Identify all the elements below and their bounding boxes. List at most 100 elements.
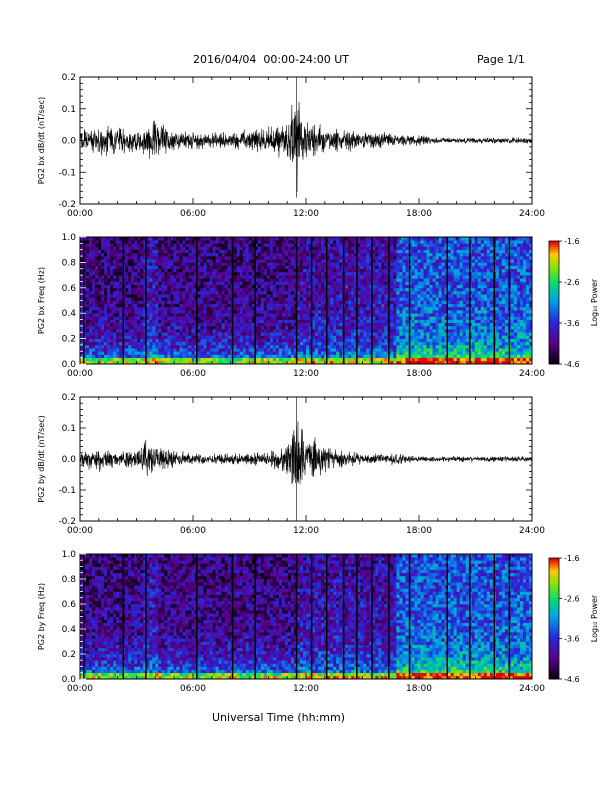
heatmap-cell: [182, 240, 186, 244]
heatmap-cell: [113, 360, 117, 365]
heatmap-cell: [414, 360, 418, 365]
heatmap-cell: [396, 341, 400, 346]
heatmap-cell: [363, 290, 367, 295]
heatmap-cell: [411, 325, 415, 330]
heatmap-cell: [432, 344, 436, 349]
heatmap-cell: [239, 310, 244, 314]
heatmap-cell: [312, 287, 316, 292]
heatmap-cell: [128, 306, 132, 311]
heatmap-cell: [272, 354, 277, 358]
heatmap-cell: [215, 246, 219, 250]
heatmap-cell: [260, 287, 265, 292]
heatmap-cell: [173, 237, 177, 241]
heatmap-cell: [438, 237, 442, 241]
heatmap-cell: [242, 284, 247, 289]
heatmap-cell: [327, 297, 331, 301]
heatmap-cell: [179, 256, 183, 260]
heatmap-cell: [354, 265, 358, 270]
heatmap-cell: [438, 281, 442, 285]
heatmap-cell: [182, 262, 186, 266]
heatmap-cell: [203, 259, 207, 263]
heatmap-cell: [293, 325, 298, 330]
heatmap-cell: [402, 300, 406, 304]
heatmap-cell: [378, 243, 382, 247]
heatmap-cell: [104, 256, 108, 260]
heatmap-cell: [86, 357, 90, 362]
heatmap-cell: [306, 284, 310, 289]
heatmap-cell: [429, 297, 433, 301]
heatmap-cell: [137, 287, 141, 292]
heatmap-cell: [248, 306, 253, 311]
heatmap-cell: [110, 316, 114, 320]
heatmap-cell: [306, 338, 310, 343]
heatmap-cell: [281, 268, 286, 273]
heatmap-cell: [155, 259, 159, 263]
heatmap-cell: [227, 357, 231, 362]
heatmap-cell: [83, 338, 87, 343]
heatmap-cell: [284, 256, 289, 260]
heatmap-cell: [411, 246, 415, 250]
heatmap-cell: [86, 344, 90, 349]
heatmap-cell: [269, 351, 274, 355]
heatmap-cell: [242, 316, 247, 320]
heatmap-cell: [299, 265, 304, 270]
heatmap-cell: [402, 348, 406, 352]
heatmap-cell: [441, 344, 445, 349]
heatmap-cell: [212, 300, 216, 304]
heatmap-cell: [254, 325, 259, 330]
heatmap-cell: [390, 256, 394, 260]
heatmap-cell: [284, 338, 289, 343]
heatmap-cell: [188, 249, 192, 254]
heatmap-cell: [233, 322, 237, 327]
heatmap-cell: [209, 329, 213, 333]
heatmap-cell: [438, 278, 442, 282]
heatmap-cell: [224, 344, 228, 349]
heatmap-cell: [221, 357, 225, 362]
heatmap-cell: [390, 319, 394, 324]
heatmap-cell: [357, 237, 361, 241]
heatmap-cell: [152, 281, 156, 285]
heatmap-cell: [236, 316, 240, 320]
heatmap-cell: [333, 252, 337, 257]
heatmap-cell: [113, 354, 117, 358]
heatmap-cell: [351, 249, 355, 254]
heatmap-cell: [372, 303, 376, 308]
heatmap-cell: [366, 341, 370, 346]
heatmap-cell: [405, 237, 409, 241]
heatmap-cell: [296, 265, 301, 270]
heatmap-cell: [251, 252, 256, 257]
heatmap-cell: [161, 265, 165, 270]
heatmap-cell: [299, 237, 304, 241]
heatmap-cell: [86, 281, 90, 285]
heatmap-cell: [155, 306, 159, 311]
heatmap-cell: [444, 240, 448, 244]
heatmap-cell: [149, 271, 153, 276]
heatmap-cell: [354, 278, 358, 282]
heatmap-cell: [224, 262, 228, 266]
heatmap-cell: [107, 313, 111, 317]
heatmap-cell: [191, 281, 195, 285]
heatmap-cell: [86, 297, 90, 301]
heatmap-cell: [339, 246, 343, 250]
heatmap-cell: [293, 259, 298, 263]
heatmap-cell: [299, 281, 304, 285]
heatmap-cell: [357, 354, 361, 358]
heatmap-cell: [296, 354, 301, 358]
heatmap-cell: [83, 310, 87, 314]
heatmap-cell: [339, 329, 343, 333]
heatmap-cell: [128, 268, 132, 273]
heatmap-cell: [444, 344, 448, 349]
heatmap-cell: [98, 284, 102, 289]
heatmap-cell: [257, 278, 262, 282]
heatmap-cell: [197, 313, 201, 317]
heatmap-cell: [95, 265, 99, 270]
heatmap-cell: [149, 322, 153, 327]
heatmap-cell: [345, 246, 349, 250]
heatmap-cell: [287, 348, 292, 352]
heatmap-cell: [215, 338, 219, 343]
heatmap-cell: [284, 265, 289, 270]
heatmap-cell: [293, 332, 298, 336]
heatmap-cell: [218, 252, 222, 257]
heatmap-cell: [143, 335, 147, 339]
heatmap-cell: [396, 313, 400, 317]
